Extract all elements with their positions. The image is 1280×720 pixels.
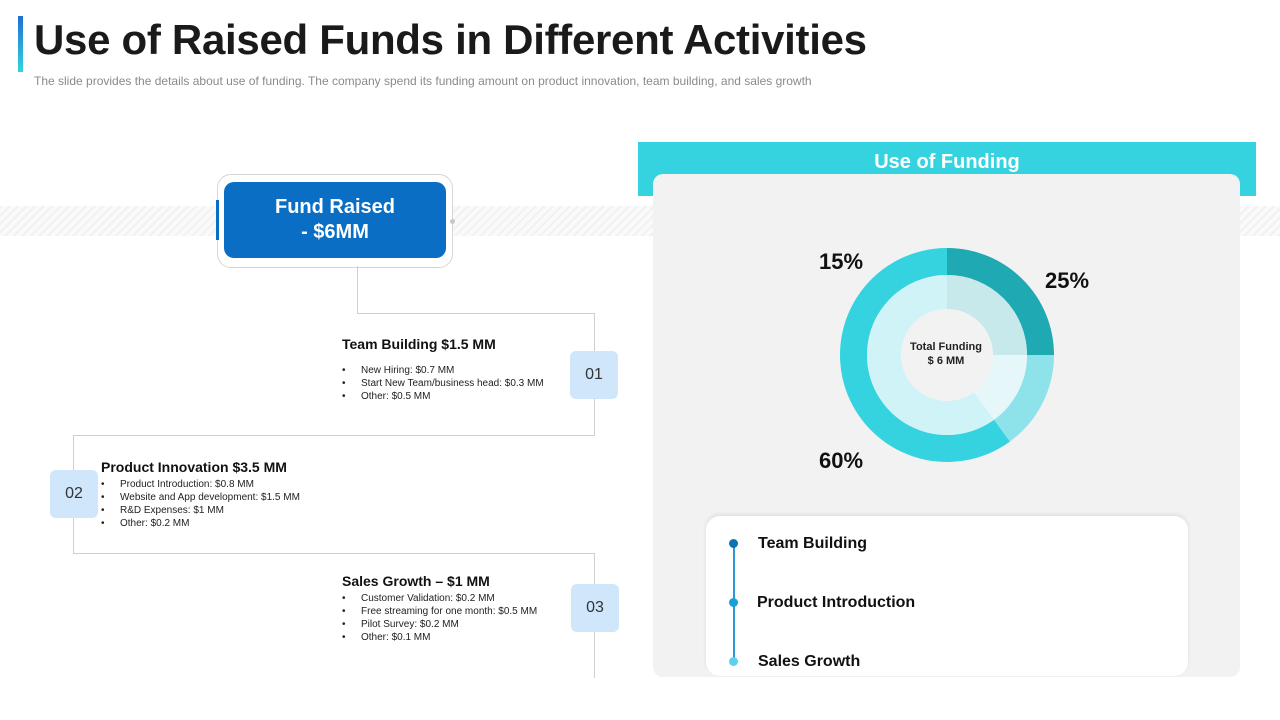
connector-line (73, 435, 595, 436)
section-bullets: Customer Validation: $0.2 MM Free stream… (342, 592, 537, 644)
donut-slice-sales-growth (994, 355, 1054, 442)
bullet-item: Other: $0.2 MM (101, 517, 300, 530)
center-label-line2: $ 6 MM (927, 355, 965, 367)
connector-line (594, 399, 595, 436)
legend-dot (729, 657, 738, 666)
bullet-item: New Hiring: $0.7 MM (342, 364, 544, 377)
donut-inner-slice-product-innovation (867, 275, 995, 435)
bullet-item: Pilot Survey: $0.2 MM (342, 618, 537, 631)
donut-inner-slice-sales-growth (974, 355, 1027, 420)
donut-slice-product-innovation (839, 248, 1010, 462)
donut-center (901, 309, 993, 401)
bullet-item: Customer Validation: $0.2 MM (342, 592, 537, 605)
connector-line (594, 632, 595, 678)
section-team-building: Team Building $1.5 MM New Hiring: $0.7 M… (342, 336, 544, 403)
funding-donut-chart (839, 248, 1054, 462)
section-title: Product Innovation $3.5 MM (101, 459, 287, 475)
fund-connector-dot (450, 219, 455, 224)
bullet-item: Product Introduction: $0.8 MM (101, 478, 300, 491)
section-bullets: New Hiring: $0.7 MM Start New Team/busin… (342, 364, 544, 403)
donut-center-label: Total Funding $ 6 MM (896, 340, 996, 368)
bullet-item: Website and App development: $1.5 MM (101, 491, 300, 504)
legend-dot (729, 598, 738, 607)
title-accent-bar (18, 16, 23, 72)
fund-raised-tab (216, 200, 219, 240)
bullet-item: Start New Team/business head: $0.3 MM (342, 377, 544, 390)
section-title: Sales Growth – $1 MM (342, 573, 490, 589)
connector-line (73, 435, 74, 470)
legend-item-sales-growth: Sales Growth (758, 653, 861, 670)
bullet-item: Other: $0.1 MM (342, 631, 537, 644)
legend-card (706, 516, 1188, 676)
bullet-item: Other: $0.5 MM (342, 390, 544, 403)
connector-line (594, 553, 595, 584)
connector-line (357, 313, 595, 314)
step-badge-01: 01 (570, 351, 618, 399)
fund-raised-label: Fund Raised (274, 196, 395, 218)
pct-label-product-innovation: 60% (819, 448, 864, 473)
center-label-line1: Total Funding (910, 341, 982, 353)
bullet-item: R&D Expenses: $1 MM (101, 504, 300, 517)
donut-slice-team-building (947, 248, 1054, 355)
pct-label-sales-growth: 15% (819, 249, 864, 274)
fund-raised-amount: - $6MM (301, 221, 369, 243)
step-badge-03: 03 (571, 584, 619, 632)
legend-dot (729, 539, 738, 548)
connector-line (73, 553, 595, 554)
step-badge-02: 02 (50, 470, 98, 518)
section-product-innovation: Product Innovation $3.5 MM Product Intro… (101, 459, 300, 530)
connector-line (594, 313, 595, 351)
connector-line (73, 518, 74, 554)
section-bullets: Product Introduction: $0.8 MM Website an… (101, 478, 300, 530)
fund-raised-box: Fund Raised - $6MM (224, 182, 446, 258)
donut-inner-slice-team-building (947, 275, 1027, 355)
legend-item-product-introduction: Product Introduction (757, 594, 916, 611)
section-title: Team Building $1.5 MM (342, 336, 496, 352)
pct-label-team-building: 25% (1045, 268, 1090, 293)
page-title: Use of Raised Funds in Different Activit… (34, 16, 867, 63)
connector-line (357, 266, 358, 314)
legend-item-team-building: Team Building (758, 535, 868, 552)
page-subtitle: The slide provides the details about use… (34, 74, 812, 88)
bullet-item: Free streaming for one month: $0.5 MM (342, 605, 537, 618)
section-sales-growth: Sales Growth – $1 MM Customer Validation… (342, 573, 537, 644)
